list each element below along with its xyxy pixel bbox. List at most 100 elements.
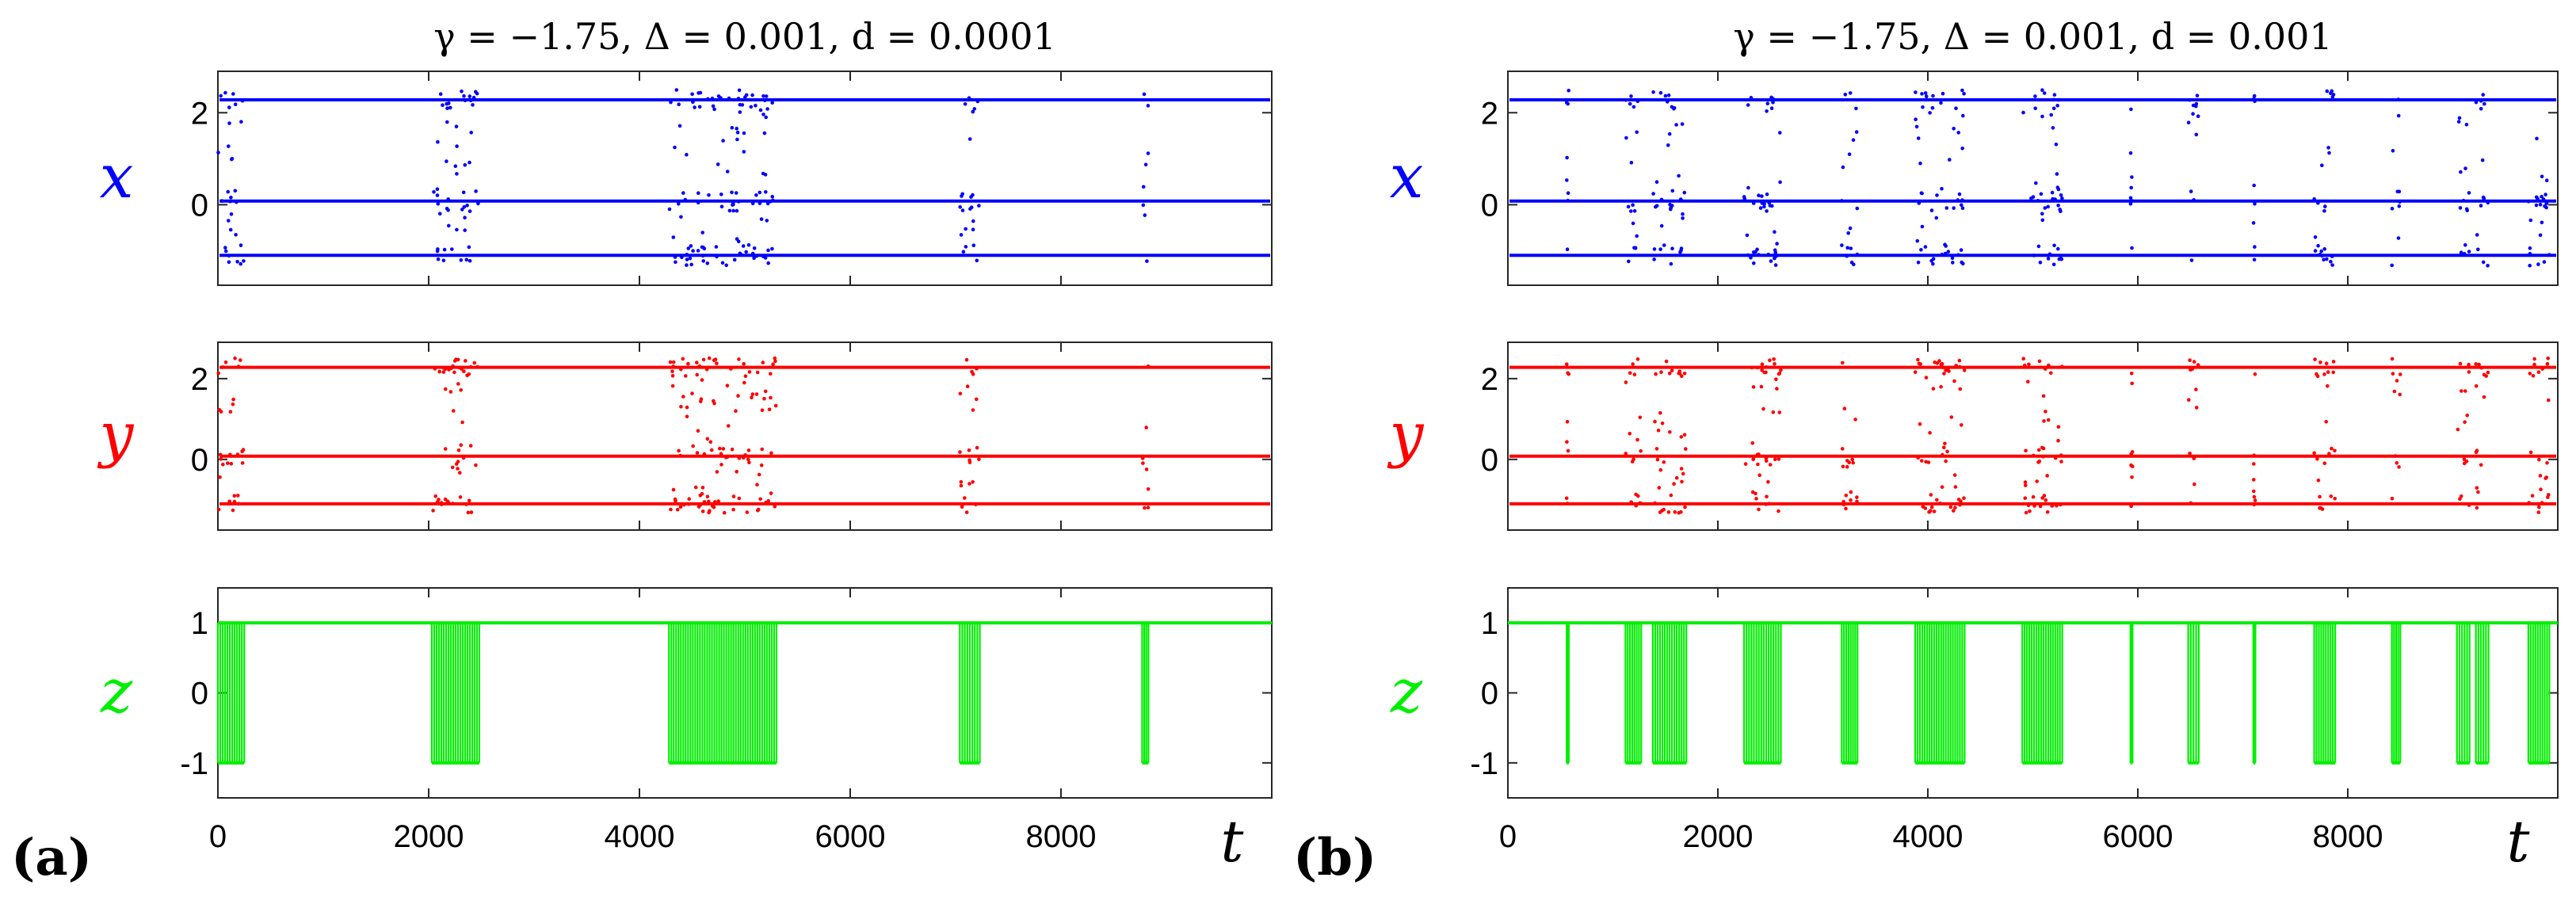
data-point <box>764 190 768 194</box>
data-point <box>1652 247 1657 251</box>
data-point <box>2534 203 2539 208</box>
data-point <box>1669 207 1673 212</box>
data-point <box>731 507 735 512</box>
data-point <box>2047 363 2051 368</box>
data-point <box>1751 201 1756 205</box>
data-point <box>2315 374 2320 379</box>
data-point <box>2051 503 2055 507</box>
data-point <box>1760 362 1765 367</box>
x-tick-label: 4000 <box>1893 819 1963 854</box>
data-point <box>2192 198 2196 202</box>
data-point <box>685 258 689 261</box>
data-point <box>705 261 710 265</box>
data-point <box>2461 198 2466 203</box>
data-point <box>469 131 473 135</box>
data-point <box>2023 363 2027 368</box>
data-point <box>1634 503 1639 508</box>
data-point <box>677 124 682 128</box>
data-point <box>2474 383 2479 388</box>
x-tick-label: 6000 <box>815 819 886 854</box>
data-point <box>1634 492 1638 497</box>
data-point <box>216 151 220 155</box>
data-point <box>766 248 770 253</box>
burst-region <box>1141 623 1150 765</box>
data-point <box>1917 201 1922 205</box>
data-point <box>219 457 223 461</box>
data-point <box>1849 490 1853 494</box>
data-point <box>977 457 981 461</box>
data-point <box>679 367 683 372</box>
data-point <box>1629 500 1633 504</box>
data-point <box>1957 364 1962 369</box>
data-point <box>1840 199 1844 203</box>
data-point <box>1771 410 1776 414</box>
data-point <box>691 249 695 253</box>
data-point <box>670 374 675 378</box>
data-point <box>2128 151 2133 155</box>
data-point <box>1754 497 1758 501</box>
data-point <box>236 364 241 368</box>
data-point <box>678 453 682 458</box>
data-point <box>2325 257 2329 261</box>
data-point <box>471 103 475 107</box>
data-point <box>716 162 720 166</box>
data-point <box>2528 251 2532 256</box>
data-point <box>459 258 464 262</box>
data-point <box>2252 258 2257 262</box>
data-point <box>679 405 683 409</box>
data-point <box>462 204 467 209</box>
data-point <box>1679 435 1684 439</box>
data-point <box>231 397 235 402</box>
data-point <box>964 357 969 362</box>
data-point <box>737 496 742 501</box>
y-tick-label: 2 <box>191 362 208 397</box>
data-point <box>1942 372 1946 376</box>
data-point <box>2456 427 2460 432</box>
burst-region <box>2129 623 2134 765</box>
data-point <box>227 254 231 258</box>
data-point <box>2330 446 2334 451</box>
data-point <box>1683 505 1687 509</box>
data-point <box>2330 95 2335 99</box>
data-point <box>1841 165 1845 170</box>
data-point <box>974 502 978 506</box>
data-point <box>2327 151 2331 155</box>
data-point <box>1924 94 1929 98</box>
data-point <box>1653 419 1657 424</box>
data-point <box>2537 505 2541 509</box>
data-point <box>1778 131 1782 135</box>
data-point <box>971 408 975 412</box>
data-point <box>2479 99 2483 103</box>
data-point <box>1952 127 1956 131</box>
data-point <box>1929 493 1933 497</box>
data-point <box>750 93 754 97</box>
data-point <box>1673 510 1677 514</box>
data-point <box>2326 383 2330 388</box>
data-point <box>1941 452 1944 457</box>
data-point <box>459 443 464 447</box>
data-point <box>1840 447 1845 451</box>
data-point <box>2540 501 2544 505</box>
data-point <box>460 420 464 425</box>
data-point <box>2467 362 2471 367</box>
data-point <box>750 251 755 256</box>
data-point <box>1651 90 1655 94</box>
data-point <box>1844 506 1848 511</box>
data-point <box>738 110 742 114</box>
data-point <box>2475 486 2479 490</box>
data-point <box>2532 362 2536 367</box>
data-point <box>2330 263 2334 267</box>
data-point <box>958 205 962 209</box>
data-point <box>2049 371 2053 376</box>
data-point <box>471 95 476 100</box>
data-point <box>1943 251 1948 256</box>
y-axis-label-z: z <box>100 656 133 727</box>
data-point <box>1841 502 1846 507</box>
data-point <box>227 144 231 148</box>
data-point <box>754 392 759 396</box>
axes-frame <box>217 71 1273 286</box>
y-tick-label: 0 <box>191 677 208 712</box>
data-point <box>1855 495 1859 499</box>
burst-region <box>2456 623 2471 765</box>
data-point <box>750 201 755 205</box>
